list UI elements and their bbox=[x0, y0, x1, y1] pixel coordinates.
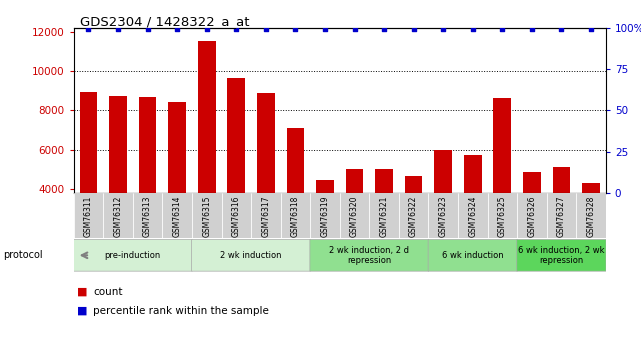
Text: GSM76322: GSM76322 bbox=[409, 195, 418, 237]
Text: 2 wk induction, 2 d
repression: 2 wk induction, 2 d repression bbox=[329, 246, 410, 265]
Text: GSM76323: GSM76323 bbox=[438, 195, 447, 237]
Bar bbox=[547, 193, 576, 238]
Text: GSM76327: GSM76327 bbox=[557, 195, 566, 237]
Bar bbox=[399, 193, 428, 238]
Point bbox=[172, 27, 182, 32]
Point bbox=[113, 27, 123, 32]
Text: count: count bbox=[93, 287, 122, 296]
Text: protocol: protocol bbox=[3, 250, 43, 260]
Text: percentile rank within the sample: percentile rank within the sample bbox=[93, 306, 269, 315]
Bar bbox=[316, 180, 334, 268]
Text: GSM76325: GSM76325 bbox=[498, 195, 507, 237]
Bar bbox=[345, 169, 363, 268]
Point bbox=[142, 27, 153, 32]
Bar bbox=[198, 41, 215, 268]
Point bbox=[379, 27, 389, 32]
Bar bbox=[340, 193, 369, 238]
Point bbox=[527, 27, 537, 32]
Text: GSM76320: GSM76320 bbox=[350, 195, 359, 237]
Bar bbox=[582, 183, 600, 268]
Text: 6 wk induction, 2 wk
repression: 6 wk induction, 2 wk repression bbox=[518, 246, 604, 265]
Bar bbox=[523, 171, 541, 268]
Text: GSM76318: GSM76318 bbox=[291, 195, 300, 237]
Bar bbox=[109, 96, 127, 268]
Point bbox=[497, 27, 508, 32]
Point bbox=[83, 27, 94, 32]
Text: GSM76328: GSM76328 bbox=[587, 195, 595, 237]
Bar bbox=[375, 169, 393, 268]
FancyBboxPatch shape bbox=[192, 239, 310, 271]
Bar bbox=[103, 193, 133, 238]
Text: GSM76317: GSM76317 bbox=[262, 195, 271, 237]
Bar bbox=[464, 155, 481, 268]
Bar bbox=[310, 193, 340, 238]
Bar bbox=[428, 193, 458, 238]
Text: 6 wk induction: 6 wk induction bbox=[442, 251, 504, 260]
Text: GSM76312: GSM76312 bbox=[113, 195, 122, 237]
Bar bbox=[281, 193, 310, 238]
FancyBboxPatch shape bbox=[517, 239, 606, 271]
Bar bbox=[517, 193, 547, 238]
Bar bbox=[169, 101, 186, 268]
Point bbox=[201, 27, 212, 32]
Bar bbox=[576, 193, 606, 238]
Text: GDS2304 / 1428322_a_at: GDS2304 / 1428322_a_at bbox=[80, 16, 249, 29]
Bar bbox=[192, 193, 222, 238]
Point bbox=[231, 27, 242, 32]
Bar bbox=[404, 176, 422, 268]
Point bbox=[290, 27, 301, 32]
Point bbox=[586, 27, 596, 32]
Point bbox=[408, 27, 419, 32]
Bar bbox=[435, 150, 452, 268]
Bar bbox=[287, 128, 304, 268]
Text: GSM76316: GSM76316 bbox=[232, 195, 241, 237]
Bar bbox=[79, 92, 97, 268]
Text: GSM76314: GSM76314 bbox=[172, 195, 181, 237]
Bar bbox=[222, 193, 251, 238]
Bar bbox=[138, 97, 156, 268]
FancyBboxPatch shape bbox=[310, 239, 429, 271]
Bar bbox=[369, 193, 399, 238]
Bar bbox=[162, 193, 192, 238]
Bar bbox=[553, 167, 570, 268]
FancyBboxPatch shape bbox=[428, 239, 517, 271]
Bar bbox=[494, 98, 511, 268]
Point bbox=[467, 27, 478, 32]
Point bbox=[556, 27, 567, 32]
Bar bbox=[74, 193, 103, 238]
Bar bbox=[228, 78, 245, 268]
Text: ■: ■ bbox=[77, 287, 87, 296]
Text: GSM76319: GSM76319 bbox=[320, 195, 329, 237]
Bar bbox=[458, 193, 488, 238]
FancyBboxPatch shape bbox=[74, 239, 192, 271]
Bar bbox=[488, 193, 517, 238]
Point bbox=[349, 27, 360, 32]
Point bbox=[438, 27, 448, 32]
Text: GSM76311: GSM76311 bbox=[84, 195, 93, 237]
Text: ■: ■ bbox=[77, 306, 87, 315]
Text: GSM76324: GSM76324 bbox=[468, 195, 478, 237]
Bar bbox=[257, 93, 275, 268]
Text: pre-induction: pre-induction bbox=[104, 251, 161, 260]
Text: GSM76313: GSM76313 bbox=[143, 195, 152, 237]
Point bbox=[320, 27, 330, 32]
Text: 2 wk induction: 2 wk induction bbox=[221, 251, 282, 260]
Bar bbox=[251, 193, 281, 238]
Text: GSM76315: GSM76315 bbox=[202, 195, 212, 237]
Bar bbox=[133, 193, 162, 238]
Point bbox=[261, 27, 271, 32]
Text: GSM76321: GSM76321 bbox=[379, 195, 388, 237]
Text: GSM76326: GSM76326 bbox=[528, 195, 537, 237]
